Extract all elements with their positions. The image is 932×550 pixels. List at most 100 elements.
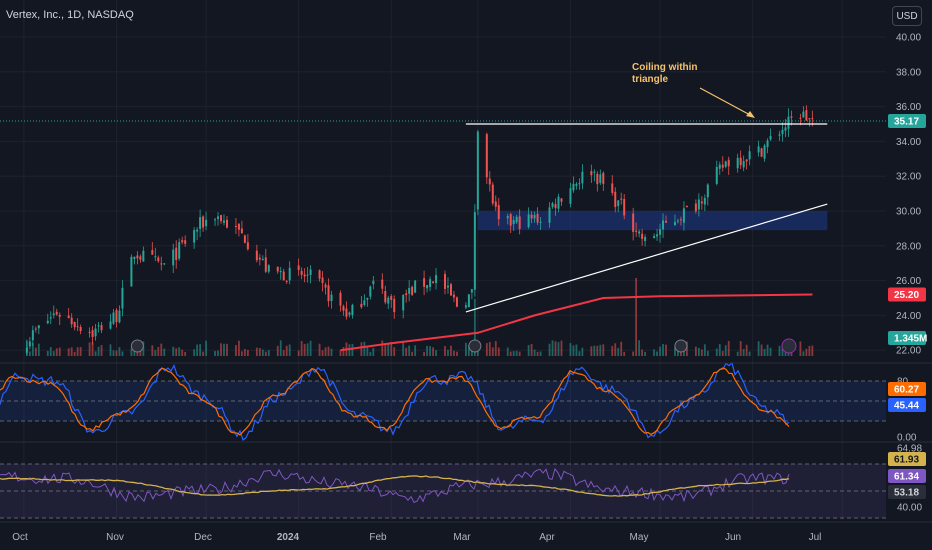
ma-value-badge: 25.20 <box>894 290 919 301</box>
volume-bar <box>369 351 372 356</box>
candle-body <box>151 250 154 255</box>
volume-bar <box>327 346 330 356</box>
annotation-line-1: Coiling within <box>632 62 698 73</box>
volume-bar <box>157 346 160 356</box>
volume-bar <box>620 341 623 356</box>
volume-bar <box>686 341 688 356</box>
candle-body <box>118 310 121 323</box>
candle-body <box>264 257 267 272</box>
candle-body <box>575 183 578 186</box>
candle-body <box>718 164 721 169</box>
volume-bar <box>805 348 808 356</box>
candle-body <box>234 225 237 227</box>
candle-body <box>309 269 312 275</box>
volume-bar <box>282 350 285 356</box>
candle-body <box>435 275 438 284</box>
candle-body <box>267 265 270 272</box>
volume-bar <box>261 349 264 356</box>
volume-bar <box>748 351 751 356</box>
price-axis: 40.00 38.00 36.00 34.00 32.00 30.00 28.00 26.00… <box>896 33 922 514</box>
candle-body <box>748 151 751 160</box>
stoch-k-badge: 45.44 <box>894 401 919 412</box>
candle-body <box>97 325 100 327</box>
volume-bar <box>739 341 742 356</box>
volume-bar <box>217 350 219 356</box>
rsi-value-badge-bg <box>888 469 926 483</box>
candle-body <box>494 201 497 207</box>
rsi-tick-label: 40.00 <box>897 503 922 514</box>
candle-body <box>324 284 327 288</box>
volume-bar <box>34 347 37 356</box>
candle-body <box>363 300 366 305</box>
candle-body <box>694 203 697 212</box>
earnings-icon <box>130 339 144 353</box>
stoch-d-badge: 60.27 <box>894 385 919 396</box>
volume-bar <box>763 348 766 356</box>
volume-bar <box>28 351 31 356</box>
candle-body <box>638 231 641 234</box>
candle-body <box>402 295 405 311</box>
price-candles <box>25 105 814 356</box>
candle-body <box>136 255 139 259</box>
candle-body <box>697 199 700 210</box>
time-tick-label: 2024 <box>277 532 300 543</box>
candle-body <box>58 314 61 317</box>
volume-bar <box>393 347 396 356</box>
time-tick-label: Dec <box>194 532 212 543</box>
candle-body <box>306 274 309 276</box>
volume-bar <box>593 345 596 356</box>
candle-body <box>109 321 112 329</box>
candle-body <box>742 161 745 168</box>
price-tick-label: 36.00 <box>896 102 921 113</box>
volume-bar <box>306 343 309 356</box>
candle-body <box>157 257 160 262</box>
candle-body <box>665 220 668 223</box>
last-price-badge-bg <box>888 114 926 129</box>
candle-body <box>778 134 781 136</box>
candle-body <box>429 279 432 287</box>
stoch-d-badge-bg <box>888 382 926 396</box>
volume-bar <box>163 348 166 356</box>
support-zone <box>477 211 828 231</box>
price-tick-label: 34.00 <box>896 137 921 148</box>
candle-body <box>736 157 739 169</box>
volume-bar <box>258 348 261 356</box>
volume-bar <box>297 350 300 356</box>
candle-body <box>246 242 249 250</box>
candle-body <box>673 221 676 226</box>
volume-bar <box>557 342 560 356</box>
candle-body <box>25 347 28 353</box>
volume-bar <box>220 343 222 356</box>
volume-bar <box>665 344 667 356</box>
volume-bar <box>590 346 593 356</box>
candle-body <box>760 148 763 157</box>
candle-body <box>276 266 279 272</box>
volume-bar <box>715 348 718 356</box>
time-tick-label: Oct <box>12 532 28 543</box>
volume-bar <box>706 350 709 356</box>
volume-bar <box>276 345 279 356</box>
stoch-tick-label: 0.00 <box>897 433 917 444</box>
volume-bar <box>766 344 769 356</box>
volume-bar <box>414 345 417 356</box>
volume-bar <box>241 351 243 356</box>
volume-bar <box>548 343 551 356</box>
candle-body <box>617 200 620 207</box>
candle-body <box>348 312 351 315</box>
candle-body <box>739 157 742 166</box>
volume-bar <box>569 343 572 356</box>
time-axis: Oct Nov Dec 2024 Feb Mar Apr May Jun Jul <box>12 532 821 543</box>
earnings-icon <box>674 339 688 353</box>
stoch-d-line <box>0 367 790 436</box>
currency-button[interactable]: USD <box>892 6 922 26</box>
candle-body <box>154 256 157 258</box>
volume-bar <box>118 347 121 356</box>
volume-bar <box>136 349 139 356</box>
candle-body <box>653 236 656 238</box>
candle-body <box>790 116 793 118</box>
volume-bar <box>680 351 682 356</box>
candle-body <box>181 240 184 243</box>
candle-body <box>73 322 76 328</box>
symbol-title: Vertex, Inc., 1D, NASDAQ <box>6 9 134 21</box>
